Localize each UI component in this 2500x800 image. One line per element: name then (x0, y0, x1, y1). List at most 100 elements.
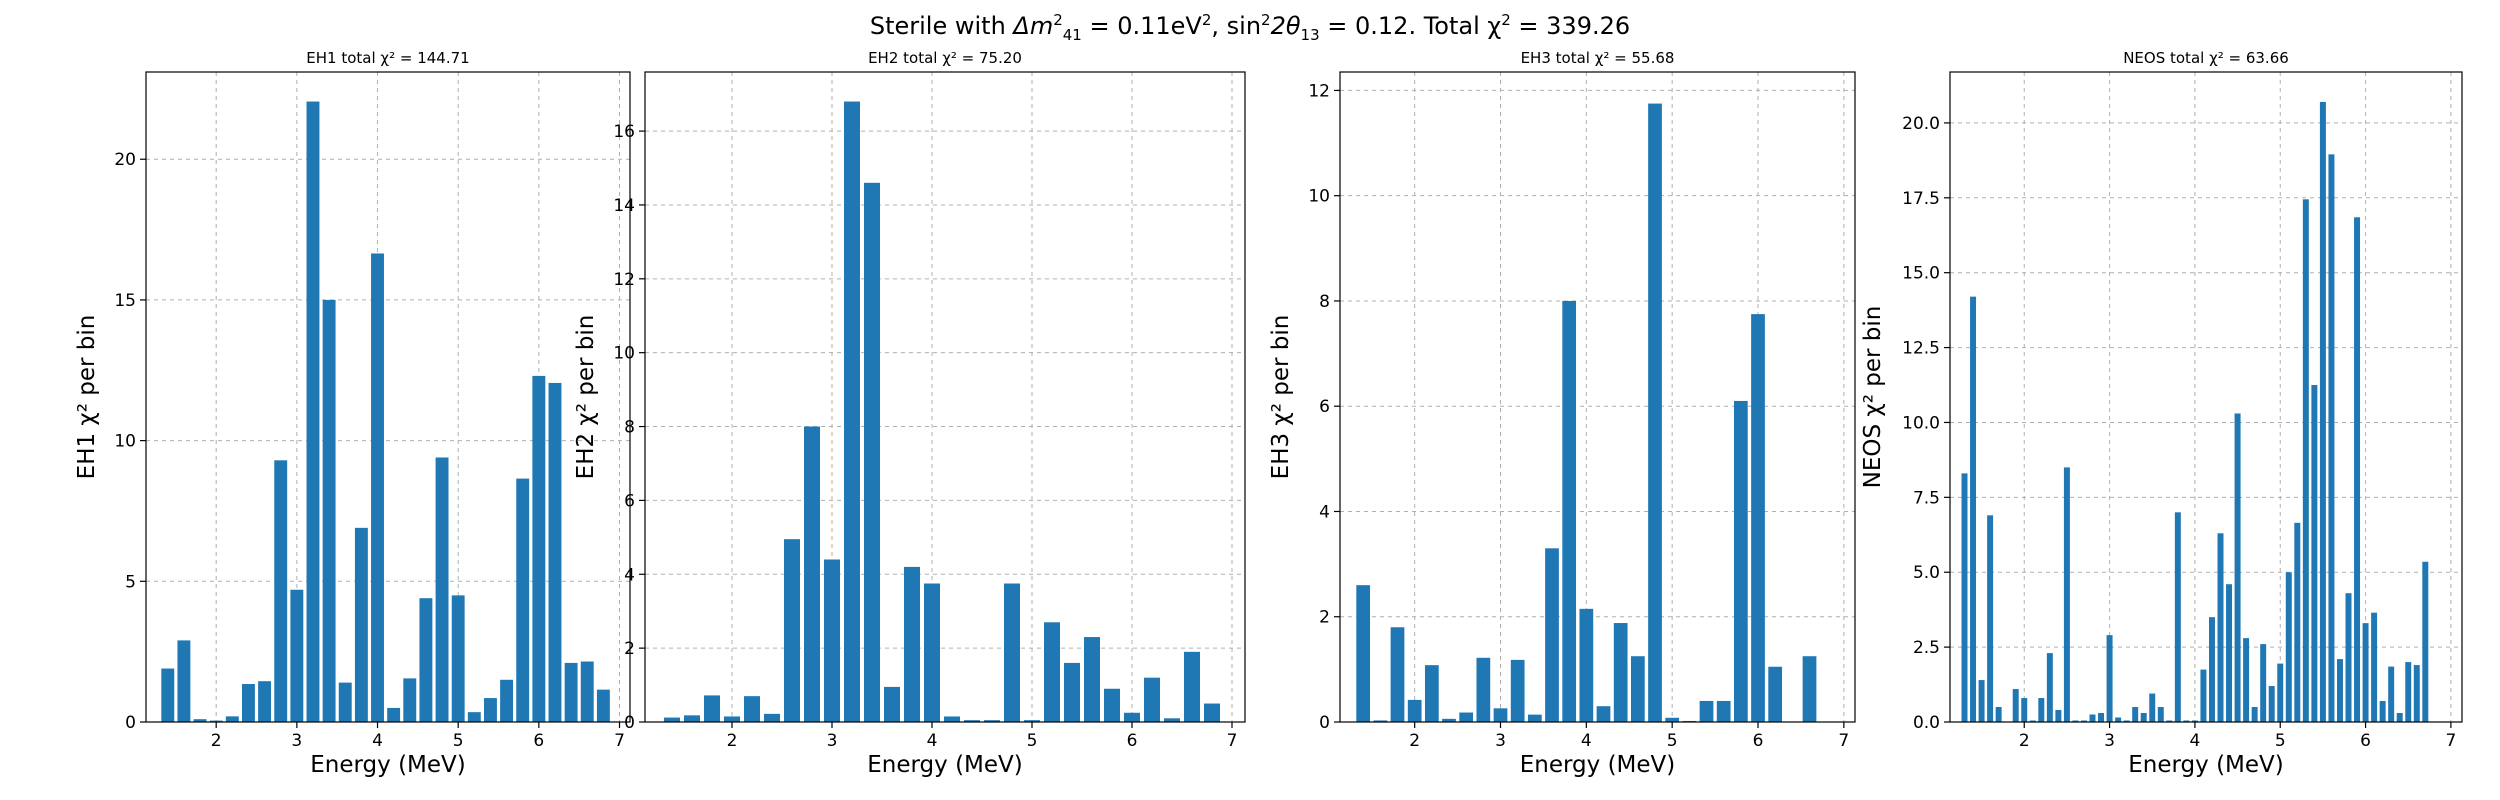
eh2-subplot-title: EH2 total χ² = 75.20 (868, 49, 1022, 67)
bar (2413, 665, 2420, 722)
title-chi-exponent: 2 (1501, 11, 1511, 29)
x-tick-label: 2 (2019, 731, 2030, 751)
bar (2388, 666, 2395, 722)
bar (804, 426, 820, 722)
bar (2115, 717, 2122, 722)
y-tick-label: 5 (125, 572, 136, 592)
bar (274, 460, 288, 722)
y-tick-label: 10.0 (1902, 413, 1940, 433)
bar (2089, 714, 2096, 722)
bar (2208, 617, 2215, 722)
bar (2021, 698, 2028, 722)
figure-title: Sterile with Δm241 = 0.11eV2, sin22θ13 =… (0, 11, 2500, 42)
bar (2200, 669, 2207, 722)
bar (2191, 720, 2198, 722)
bar (177, 640, 191, 722)
bar (1562, 300, 1577, 722)
x-tick-label: 3 (827, 731, 838, 751)
eh3-x-axis-label: Energy (MeV) (1520, 752, 1676, 778)
x-tick-label: 5 (1667, 731, 1678, 751)
bar (2055, 710, 2062, 722)
bar (564, 662, 578, 722)
bar (664, 717, 680, 722)
bar (2106, 635, 2113, 722)
bar (744, 696, 760, 722)
bar (1356, 585, 1371, 722)
bar (161, 668, 175, 722)
bar (2362, 623, 2369, 722)
bar (724, 716, 740, 722)
bar (1510, 659, 1525, 722)
bar (2371, 612, 2378, 722)
eh3-panel: 2 3 4 5 6 7 0 2 4 6 8 10 12 EH3 total χ² = 55.68 Energ… (1250, 0, 1875, 800)
bar (824, 559, 840, 722)
bar (1699, 700, 1714, 722)
bar (354, 527, 368, 722)
x-tick-label: 5 (2275, 731, 2286, 751)
y-tick-label: 10 (114, 432, 136, 452)
bar (1978, 680, 1985, 722)
bar (548, 382, 562, 722)
bar (1527, 714, 1542, 722)
y-tick-label: 4 (624, 565, 635, 585)
title-dm-exponent: 2 (1053, 11, 1063, 29)
bar (2311, 385, 2318, 722)
bar (225, 716, 239, 722)
bar (1184, 651, 1200, 722)
y-tick-label: 6 (1319, 397, 1330, 417)
title-theta-value: = 0.12. Total χ (1319, 12, 1502, 40)
axes-frame (1339, 71, 1856, 723)
bar (193, 719, 207, 722)
bar (209, 720, 223, 722)
bar (435, 457, 449, 722)
x-tick-label: 3 (1495, 731, 1506, 751)
bar (371, 253, 384, 722)
bar (596, 689, 610, 722)
bar (884, 686, 900, 722)
bar (2345, 593, 2352, 722)
bar (1144, 677, 1160, 722)
bar (2046, 653, 2053, 722)
bar (704, 695, 720, 722)
x-tick-label: 4 (1581, 731, 1592, 751)
x-tick-label: 2 (211, 731, 222, 751)
eh3-subplot-title: EH3 total χ² = 55.68 (1521, 49, 1675, 67)
x-tick-label: 2 (1409, 731, 1420, 751)
bar (2174, 512, 2181, 722)
bar (580, 661, 594, 722)
bar (1373, 720, 1388, 722)
bar (1733, 400, 1748, 722)
bar (2217, 533, 2224, 722)
x-tick-label: 7 (614, 731, 625, 751)
bar (1545, 548, 1559, 722)
y-tick-label: 8 (1319, 292, 1330, 312)
bar (1204, 703, 1220, 722)
x-tick-label: 5 (453, 731, 464, 751)
bar (1493, 708, 1508, 722)
y-tick-label: 0 (125, 713, 136, 733)
eh2-x-axis-label: Energy (MeV) (867, 752, 1023, 778)
y-tick-label: 12 (1308, 81, 1330, 101)
bar (1104, 688, 1120, 722)
y-tick-label: 12 (613, 270, 635, 290)
x-tick-label: 5 (1027, 731, 1038, 751)
bar (964, 720, 980, 722)
bar (844, 101, 860, 722)
title-total-value: = 339.26 (1510, 12, 1631, 40)
bar (1164, 718, 1180, 722)
bar (2328, 154, 2335, 722)
y-tick-label: 2 (624, 639, 635, 659)
x-tick-label: 4 (927, 731, 938, 751)
bar (2251, 707, 2258, 722)
bar (500, 679, 514, 722)
bar (516, 478, 530, 722)
bar (1442, 718, 1456, 722)
bar (1390, 627, 1405, 722)
bar (1961, 473, 1968, 722)
bar (1613, 623, 1628, 722)
title-dm-value: = 0.11eV (1081, 12, 1202, 40)
bar (290, 589, 304, 722)
bar (1024, 720, 1040, 722)
title-theta-subscript: 13 (1300, 25, 1320, 44)
